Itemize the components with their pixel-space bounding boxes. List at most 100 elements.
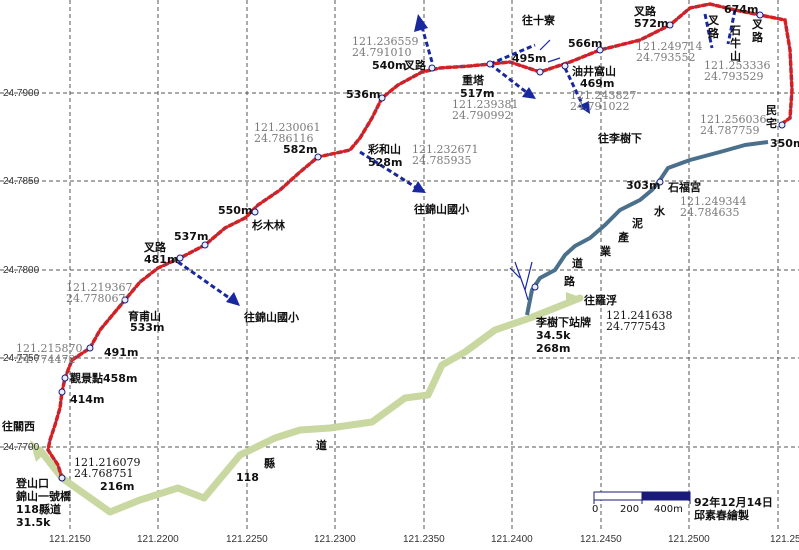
elev-550: 550m [218,204,253,217]
lat-label-24.7800: 24.7800 [3,265,40,276]
coord-1-lon: 121.216079 [74,456,141,469]
min-zhai: 民 宅 [766,104,777,130]
trailhead-bridge: 錦山一號橋 [16,490,71,503]
elev-303: 303m [626,179,661,192]
coord-6-lat: 24.791010 [352,46,412,59]
industrial-road-char-5: 道 [572,257,583,270]
lishuxia-stop-name: 李樹下站牌 [536,316,591,329]
waypoint-533 [121,296,129,304]
coord-10-lon: 121.253336 [704,59,771,72]
scale-label-200: 200 [620,504,640,515]
credit-date: 92年12月14日 [694,496,773,509]
waypoint-458 [61,374,69,382]
lon-label-121.2500: 121.2500 [668,534,710,545]
lon-label-121.2150: 121.2150 [49,534,91,545]
coord-12: 121.249344 24.784635 [680,196,746,218]
waypoint-495 [536,68,544,76]
lon-label-121.2450: 121.2450 [580,534,622,545]
coord-2-lat: 24.774472 [16,353,76,366]
waypoint-572 [666,21,674,29]
lishuxia-stop-km: 34.5k [536,329,571,342]
county-road-118 [36,294,584,516]
elev-674: 674m [724,3,759,16]
coord-6-lon: 121.236559 [352,35,419,48]
industrial-road-char-3: 產 [618,231,629,244]
youjingwo-shan: 油井窩山 [572,65,616,78]
junction-572: 叉路 [634,5,656,18]
scale-bar [593,491,691,504]
to-shiliao: 往十寮 [522,14,555,27]
elev-350: 350m [770,137,799,150]
grid [0,0,799,530]
coord-8-lon: 121.243827 [570,89,637,102]
coord-7-lat: 24.790992 [452,109,512,122]
waypoint-550 [251,208,259,216]
lat-label-24.7700: 24.7700 [3,442,40,453]
road-118-char-1: 縣 [264,457,275,470]
waypoint-303 [656,178,664,186]
waypoint-540 [428,64,436,72]
shiniu-shan: 石 牛 山 [730,24,741,63]
coord-1: 121.216079 24.768751 [74,457,140,479]
elev-458: 觀景點458m [70,372,138,385]
waypoint-491 [86,344,94,352]
waypoint-537 [201,241,209,249]
coord-7: 121.239381 24.790992 [452,99,518,121]
industrial-road-char-1: 水 [654,205,665,218]
elev-536: 536m [346,88,381,101]
coord-3: 121.219367 24.778067 [66,282,132,304]
coord-6: 121.236559 24.791010 [352,36,418,58]
coord-4-lon: 121.230061 [254,121,321,134]
to-jinshan-school-2: 往錦山國小 [414,203,469,216]
lat-label-24.7850: 24.7850 [3,176,40,187]
to-luofu: 往羅浮 [584,294,617,307]
waypoint-350 [778,121,786,129]
lat-label-24.7900: 24.7900 [3,88,40,99]
coord-5-lat: 24.785935 [412,154,472,167]
elev-572: 572m [634,17,669,30]
coord-5-lon: 121.232671 [412,143,479,156]
lishuxia-stop-elev: 268m [536,342,571,355]
lon-label-121.2200: 121.2200 [137,534,179,545]
elev-495: 495m [512,52,547,65]
elev-481: 481m [144,253,179,266]
side-paths [177,9,737,304]
coord-1-lat: 24.768751 [74,467,134,480]
coord-9-lat: 24.793552 [636,51,696,64]
to-jinshan-school-1: 往錦山國小 [244,311,299,324]
coord-12-lat: 24.784635 [680,206,740,219]
elev-537: 537m [174,230,209,243]
lon-label-121.2400: 121.2400 [491,534,533,545]
coord-5: 121.232671 24.785935 [412,144,478,166]
elev-491: 491m [104,346,139,359]
road-118-number: 118 [236,471,259,484]
coord-11: 121.256036 24.787759 [700,114,766,136]
industrial-road [525,140,769,316]
to-lishuxia: 往李樹下 [598,132,642,145]
waypoint-lishuxia [531,283,539,291]
lon-label-121.25: 121.25 [770,534,799,545]
zhongta: 重塔 [462,74,484,87]
lat-label-24.7750: 24.7750 [3,353,40,364]
coord-12-lon: 121.249344 [680,195,747,208]
coord-2-lon: 121.215870 [16,342,83,355]
coord-11-lat: 24.787759 [700,124,760,137]
trailhead-name: 登山口 [16,477,49,490]
waypoint-536 [378,94,386,102]
coord-8: 121.243827 24.791022 [570,90,636,112]
trailhead-road: 118縣道 [16,503,61,516]
trailhead-label: 登山口 錦山一號橋 118縣道 31.5k [16,477,71,529]
junction-vertical-2: 叉 路 [752,18,763,44]
coord-11-lon: 121.256036 [700,113,767,126]
coord-13-lon: 121.241638 [606,309,673,322]
elev-517: 517m [460,87,495,100]
lon-label-121.2300: 121.2300 [314,534,356,545]
shifu-gong: 石福宮 [668,181,701,194]
trailhead-km: 31.5k [16,516,51,529]
coord-10: 121.253336 24.793529 [704,60,770,82]
waypoint-469 [561,62,569,70]
lon-label-121.2350: 121.2350 [403,534,445,545]
elev-528: 528m [368,156,403,169]
waypoint-566 [596,46,604,54]
